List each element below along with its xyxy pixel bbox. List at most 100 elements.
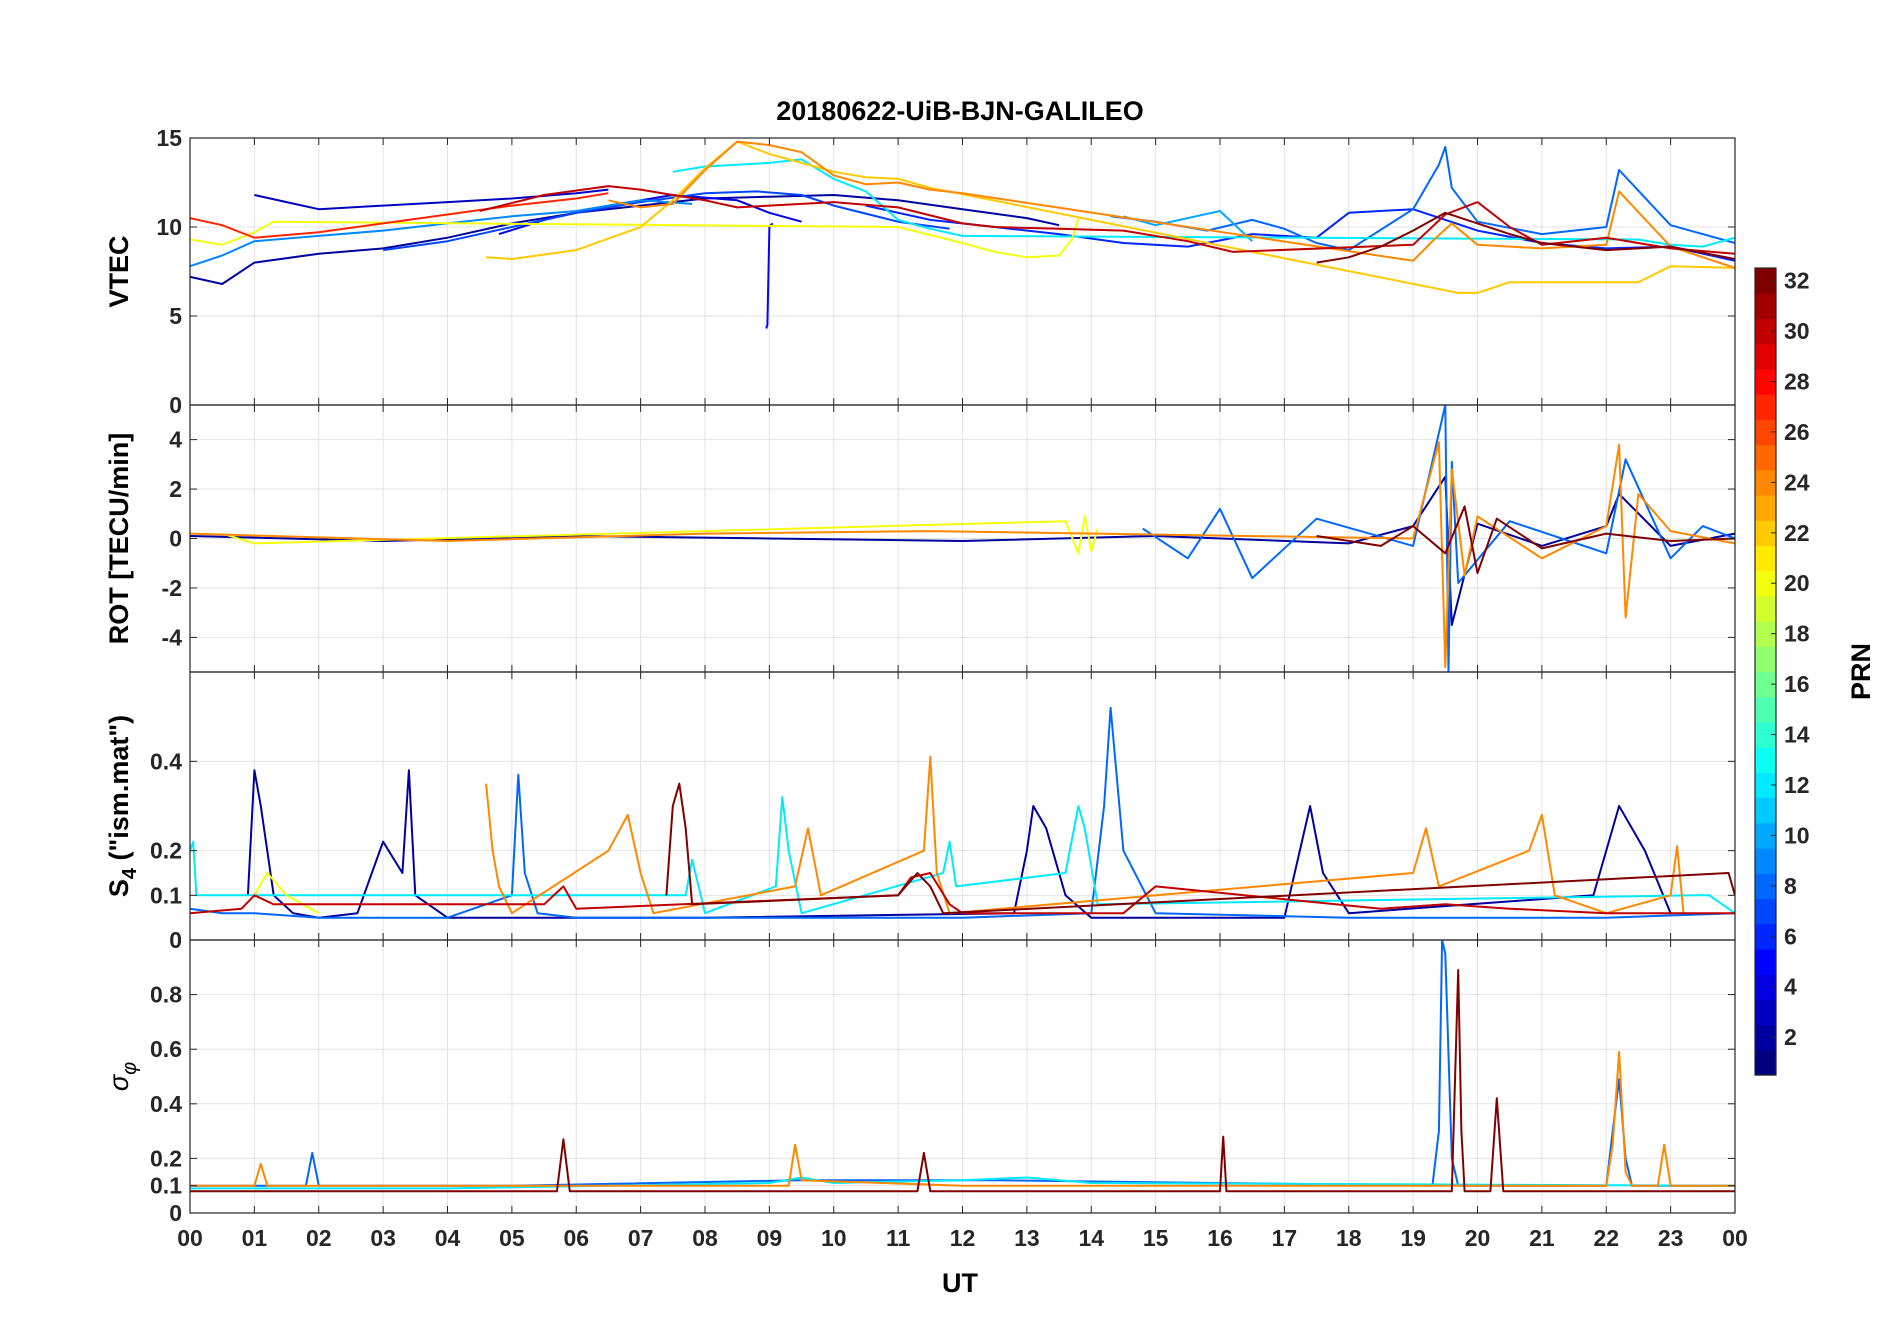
colorbar-swatch <box>1755 948 1776 975</box>
colorbar-swatch <box>1755 822 1776 849</box>
y-tick-label: 0.8 <box>150 982 182 1008</box>
panel-rot: -4 -2 0 2 4 ROT [TECU/min] <box>104 404 1736 673</box>
y-axis-label-vtec: VTEC <box>104 235 134 307</box>
colorbar-swatch <box>1755 545 1776 572</box>
y-axis-label-sigma_phi: σφ <box>104 1062 141 1091</box>
colorbar-tick-label: 16 <box>1784 671 1810 697</box>
colorbar-swatch <box>1755 621 1776 647</box>
colorbar-swatch <box>1755 974 1776 1000</box>
colorbar-tick-label: 18 <box>1784 621 1810 647</box>
x-tick-label: 05 <box>499 1225 525 1251</box>
y-tick-label: 0.6 <box>150 1036 182 1062</box>
y-tick-label: 0.1 <box>150 1173 182 1199</box>
series-line-prn-32 <box>1316 211 1735 264</box>
colorbar-tick-label: 24 <box>1784 469 1810 495</box>
colorbar-swatch <box>1755 419 1776 446</box>
colorbar-swatch <box>1755 394 1776 420</box>
colorbar-swatch <box>1755 873 1776 900</box>
x-tick-label: 11 <box>886 1225 911 1251</box>
colorbar-tick-label: 22 <box>1784 520 1810 546</box>
series-line-prn-8 <box>190 706 1735 919</box>
x-tick-label: 18 <box>1336 1225 1362 1251</box>
series-line-prn-30 <box>190 872 1735 915</box>
series-line-prn-24 <box>608 140 1735 269</box>
x-tick-label: 09 <box>757 1225 783 1251</box>
x-tick-label: 00 <box>1722 1225 1748 1251</box>
x-tick-label: 22 <box>1593 1225 1619 1251</box>
colorbar-tick-label: 12 <box>1784 772 1810 798</box>
series-line-prn-32 <box>190 969 1735 1193</box>
series-line-prn-7 <box>382 190 950 252</box>
colorbar-swatch <box>1755 318 1776 345</box>
series-line-prn-2 <box>190 475 1735 626</box>
y-tick-label: -2 <box>162 575 182 601</box>
colorbar-tick-label: 6 <box>1784 923 1797 949</box>
colorbar-swatch <box>1755 1049 1776 1076</box>
x-tick-label: 12 <box>950 1225 976 1251</box>
series-group-s4 <box>190 706 1735 919</box>
colorbar-tick-label: 30 <box>1784 318 1810 344</box>
y-tick-label: 4 <box>169 427 182 453</box>
x-axis-label: UT <box>942 1268 978 1298</box>
colorbar-tick-label: 28 <box>1784 368 1810 394</box>
x-tick-label: 00 <box>177 1225 203 1251</box>
y-tick-label: 0 <box>169 526 182 552</box>
x-tick-label: 02 <box>306 1225 332 1251</box>
y-tick-label: 0.2 <box>150 1145 182 1171</box>
colorbar-tick-label: 32 <box>1784 268 1810 294</box>
colorbar-swatch <box>1755 268 1776 294</box>
x-tick-label: 13 <box>1014 1225 1040 1251</box>
series-line-prn-32 <box>665 782 1735 915</box>
colorbar-swatch <box>1755 444 1776 471</box>
colorbar-swatch <box>1755 923 1776 950</box>
colorbar-frame <box>1754 267 1777 1076</box>
colorbar-swatch <box>1755 1024 1776 1051</box>
series-group-rot <box>190 405 1735 672</box>
y-tick-label: 0.4 <box>150 1091 182 1117</box>
colorbar-swatch <box>1755 646 1776 673</box>
colorbar-swatch <box>1755 595 1776 622</box>
series-line-prn-3 <box>254 188 609 211</box>
colorbar-swatch <box>1755 898 1776 925</box>
x-tick-label: 20 <box>1465 1225 1491 1251</box>
colorbar-swatch <box>1755 848 1776 874</box>
y-tick-label: 2 <box>169 476 182 502</box>
colorbar-swatch <box>1755 671 1776 698</box>
series-line-prn-24 <box>190 1050 1735 1187</box>
series-line-prn-24 <box>485 755 1685 915</box>
series-group-sigma_phi <box>190 940 1735 1193</box>
colorbar-swatch <box>1755 747 1776 773</box>
colorbar-tick-label: 4 <box>1784 974 1797 1000</box>
x-tick-label: 10 <box>821 1225 847 1251</box>
series-line-prn-24 <box>190 441 1735 669</box>
x-tick-label: 06 <box>563 1225 589 1251</box>
y-tick-label: -4 <box>162 624 183 650</box>
x-tick-label: 15 <box>1143 1225 1169 1251</box>
x-tick-label: 23 <box>1658 1225 1684 1251</box>
x-tick-label: 14 <box>1078 1225 1104 1251</box>
colorbar-tick-label: 20 <box>1784 570 1810 596</box>
x-tick-label: 07 <box>628 1225 654 1251</box>
series-line-prn-20 <box>190 217 1080 259</box>
x-tick-label: 01 <box>242 1225 268 1251</box>
colorbar-swatch <box>1755 494 1776 521</box>
series-line-prn-32 <box>1316 505 1735 575</box>
colorbar-tick-label: 10 <box>1784 822 1810 848</box>
colorbar-swatch <box>1755 520 1776 547</box>
series-line-prn-8 <box>1142 405 1735 672</box>
colorbar-swatch <box>1755 696 1776 723</box>
y-tick-label: 5 <box>169 303 182 329</box>
y-tick-label: 0 <box>169 1200 182 1226</box>
y-tick-label: 0 <box>169 927 182 953</box>
colorbar-swatch <box>1755 293 1776 320</box>
colorbar-tick-label: 14 <box>1784 722 1810 748</box>
y-tick-label: 10 <box>156 214 182 240</box>
colorbar-swatch <box>1755 570 1776 597</box>
x-tick-labels: 00 01 02 03 04 05 06 07 08 09 10 11 12 13 14 15 16 17 18 19… <box>177 1225 1748 1251</box>
y-axis-label-s4: S4 ("ism.mat") <box>104 715 141 897</box>
x-tick-label: 19 <box>1400 1225 1426 1251</box>
colorbar-swatch <box>1755 999 1776 1026</box>
series-line-prn-8 <box>1110 145 1735 252</box>
colorbar-swatch <box>1755 343 1776 370</box>
